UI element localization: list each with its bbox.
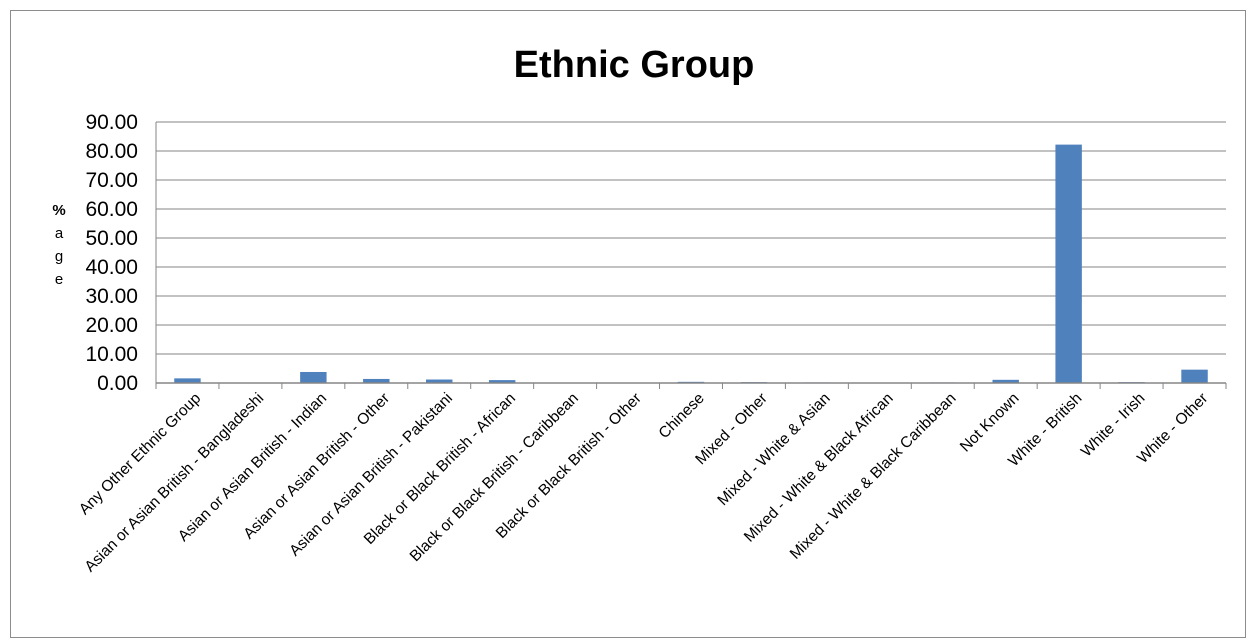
y-tick-label: 70.00 [85,169,138,192]
bar [300,371,327,383]
y-tick-label: 90.00 [85,111,138,134]
y-tick-label: 80.00 [85,140,138,163]
x-category-label: Not Known [957,390,1023,456]
y-tick-label: 50.00 [85,227,138,250]
y-axis-label-char: a [55,225,64,242]
y-tick-label: 10.00 [85,343,138,366]
x-axis [155,122,1227,389]
chart-frame [10,10,1246,638]
bar [363,378,390,383]
y-tick-label: 20.00 [85,314,138,337]
y-axis-label-char: % [52,202,65,219]
y-axis-label-char: g [55,248,63,265]
x-category-label: Mixed - White & Asian [714,390,833,509]
bar [174,378,201,383]
x-category-label: White - Irish [1078,390,1148,460]
y-tick-label: 40.00 [85,256,138,279]
chart-title: Ethnic Group [514,44,755,86]
bar [1055,144,1082,383]
x-category-label: Any Other Ethnic Group [76,390,204,518]
y-tick-label: 30.00 [85,285,138,308]
bar [488,380,516,383]
bar [992,379,1019,383]
bar [1181,369,1208,383]
x-category-label: Chinese [656,390,708,442]
y-axis-label: % age [52,202,65,288]
y-tick-label: 0.00 [97,372,138,395]
y-axis-label-char: e [55,271,63,288]
y-tick-label: 60.00 [85,198,138,221]
bar [426,379,453,383]
y-axis-ticks: 0.00 10.00 20.00 30.00 40.00 50.00 60.00 70.00 8… [85,111,138,395]
